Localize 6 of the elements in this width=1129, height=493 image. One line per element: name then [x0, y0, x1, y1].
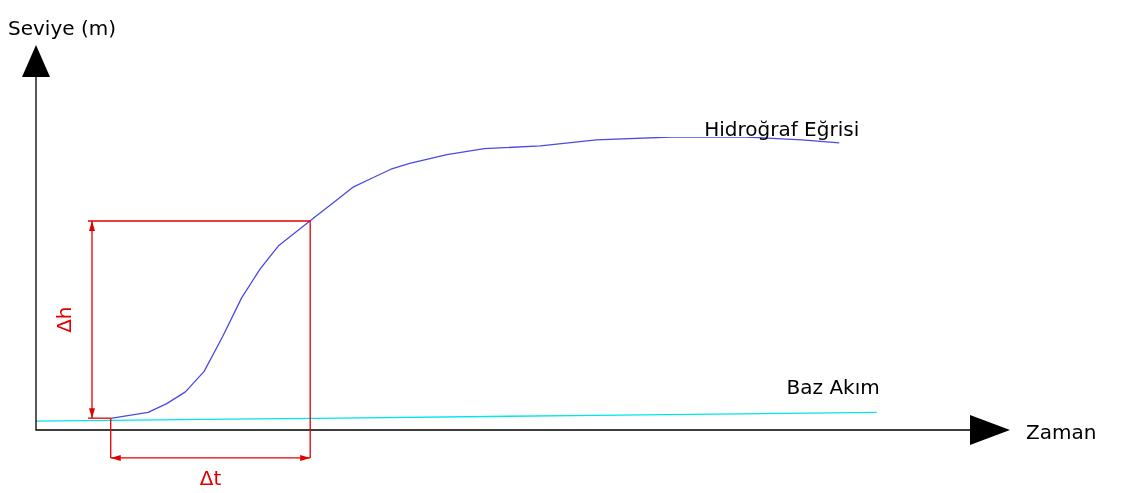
x-axis-title: Zaman [1026, 420, 1097, 445]
text: Δt [199, 466, 222, 491]
series-label: Baz Akım [786, 374, 880, 399]
annotation: Δh [52, 306, 77, 333]
series-label: Hidroğraf Eğrisi [704, 117, 860, 142]
y-axis-title: Seviye (m) [8, 16, 116, 41]
